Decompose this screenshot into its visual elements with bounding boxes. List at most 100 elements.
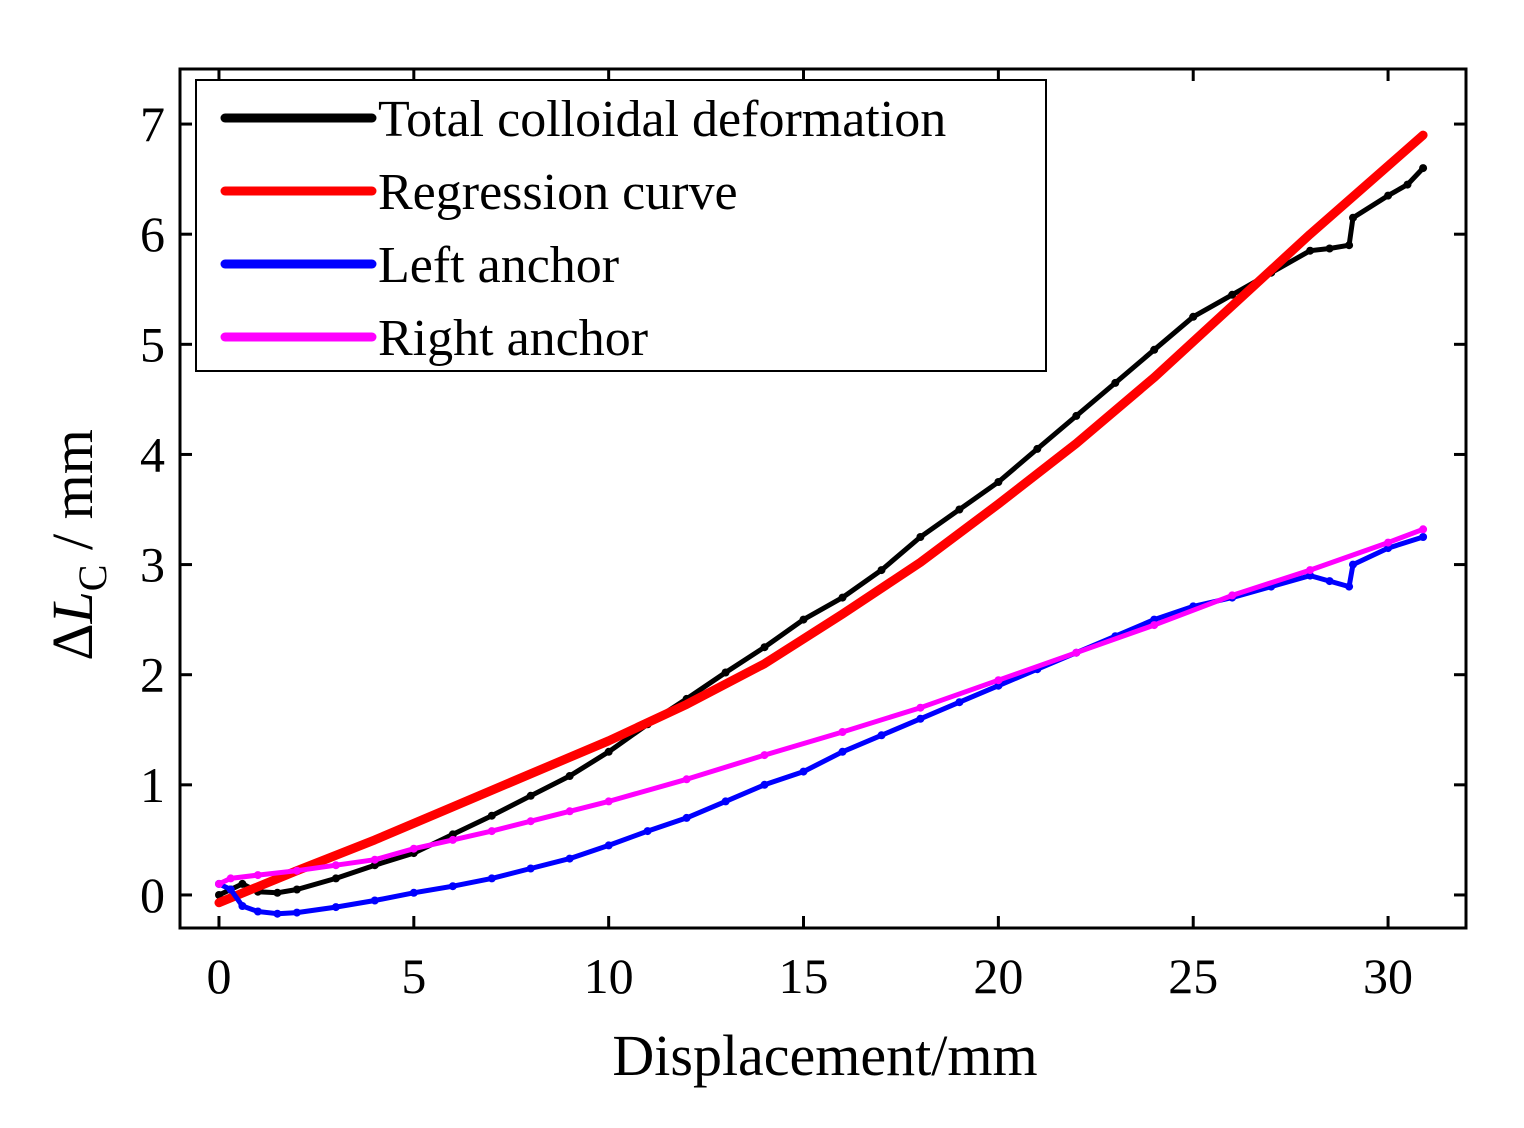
data-point xyxy=(448,882,457,891)
data-point xyxy=(226,885,235,894)
data-point xyxy=(253,871,262,880)
data-point xyxy=(292,866,301,875)
data-point xyxy=(565,807,574,816)
data-point xyxy=(487,811,496,820)
legend-box xyxy=(195,79,1047,372)
y-tick-label: 5 xyxy=(140,316,165,372)
data-point xyxy=(1384,191,1393,200)
data-point xyxy=(1072,648,1081,657)
data-point xyxy=(226,874,235,883)
legend-entry: Right anchor xyxy=(220,310,648,367)
data-point xyxy=(331,903,340,912)
y-axis-title-prefix: Δ xyxy=(40,623,105,660)
legend-entry: Regression curve xyxy=(220,164,738,221)
data-point xyxy=(1419,533,1428,541)
data-point xyxy=(799,615,808,624)
data-point xyxy=(370,855,379,864)
legend-entry: Total colloidal deformation xyxy=(220,91,946,148)
legend-label: Left anchor xyxy=(378,237,619,294)
x-tick-label: 25 xyxy=(1168,948,1218,1004)
data-point xyxy=(370,861,379,870)
data-point xyxy=(1033,444,1042,453)
data-point xyxy=(215,891,223,899)
data-point xyxy=(273,888,282,897)
data-point xyxy=(1325,577,1334,586)
data-point xyxy=(1228,591,1237,600)
data-point xyxy=(1228,290,1237,299)
data-point xyxy=(916,703,925,712)
ticks-layer: 0 5 10 15 20 25 30 0 1 2 3 4 5 6 7 xyxy=(140,69,1466,1004)
data-point xyxy=(604,841,613,850)
legend-label: Regression curve xyxy=(378,164,738,221)
data-point xyxy=(760,643,769,652)
data-point xyxy=(838,747,847,756)
legend-label: Right anchor xyxy=(378,310,648,367)
data-point xyxy=(487,827,496,836)
data-point xyxy=(682,813,691,822)
data-point xyxy=(955,698,964,707)
data-point xyxy=(721,668,730,677)
y-axis-title-unit: / mm xyxy=(40,429,105,564)
data-point xyxy=(292,885,301,894)
data-point xyxy=(409,888,418,897)
series-0 xyxy=(215,164,1428,899)
y-tick-label: 4 xyxy=(140,426,165,482)
plot-frame xyxy=(178,67,1468,930)
data-point xyxy=(877,731,886,740)
x-tick-label: 10 xyxy=(584,948,634,1004)
data-point xyxy=(838,728,847,736)
data-point xyxy=(760,751,769,760)
y-tick-label: 3 xyxy=(140,537,165,593)
series-line-total-colloidal-deformation xyxy=(216,165,1426,898)
data-point xyxy=(604,797,613,806)
data-point xyxy=(526,864,535,873)
x-axis-title: Displacement/mm xyxy=(612,1023,1037,1088)
data-point xyxy=(565,772,574,780)
data-point xyxy=(1325,244,1334,253)
data-point xyxy=(1189,312,1198,321)
data-point xyxy=(916,714,925,723)
x-tick-label: 30 xyxy=(1363,948,1413,1004)
data-point xyxy=(1306,566,1315,575)
data-point xyxy=(1403,180,1412,189)
data-point xyxy=(994,676,1003,685)
data-point xyxy=(1072,411,1081,420)
legend: Total colloidal deformation Regression cu… xyxy=(195,79,1047,372)
data-point xyxy=(238,879,247,888)
data-point xyxy=(955,505,964,514)
data-point xyxy=(1306,246,1315,255)
legend-label: Total colloidal deformation xyxy=(378,91,946,148)
series-line-regression-curve xyxy=(214,130,1428,908)
x-tick-label: 15 xyxy=(779,948,829,1004)
series-2 xyxy=(215,533,1428,918)
y-tick-label: 1 xyxy=(140,757,165,813)
data-point xyxy=(238,902,247,910)
data-point xyxy=(565,854,574,863)
y-axis-title-sub: C xyxy=(70,565,115,592)
data-point xyxy=(1306,571,1315,580)
y-tick-label: 6 xyxy=(140,206,165,262)
data-point xyxy=(487,874,496,883)
y-tick-label: 2 xyxy=(140,647,165,703)
y-axis-title-var: L xyxy=(40,591,105,624)
data-point xyxy=(721,797,730,806)
data-point xyxy=(448,835,457,844)
data-point xyxy=(799,767,808,776)
data-point xyxy=(760,780,769,789)
data-point xyxy=(526,791,535,800)
series-1 xyxy=(214,130,1428,908)
data-point xyxy=(448,830,457,839)
data-point xyxy=(409,844,418,853)
x-tick-label: 0 xyxy=(206,948,231,1004)
data-point xyxy=(1419,164,1428,173)
data-point xyxy=(292,908,301,917)
data-point xyxy=(1345,241,1354,250)
y-axis-title: ΔLC / mm xyxy=(40,429,115,661)
data-point xyxy=(1111,378,1120,387)
data-point xyxy=(331,874,340,883)
x-tick-label: 5 xyxy=(401,948,426,1004)
data-point xyxy=(838,593,847,602)
x-tick-label: 20 xyxy=(973,948,1023,1004)
y-tick-label: 7 xyxy=(140,96,165,152)
